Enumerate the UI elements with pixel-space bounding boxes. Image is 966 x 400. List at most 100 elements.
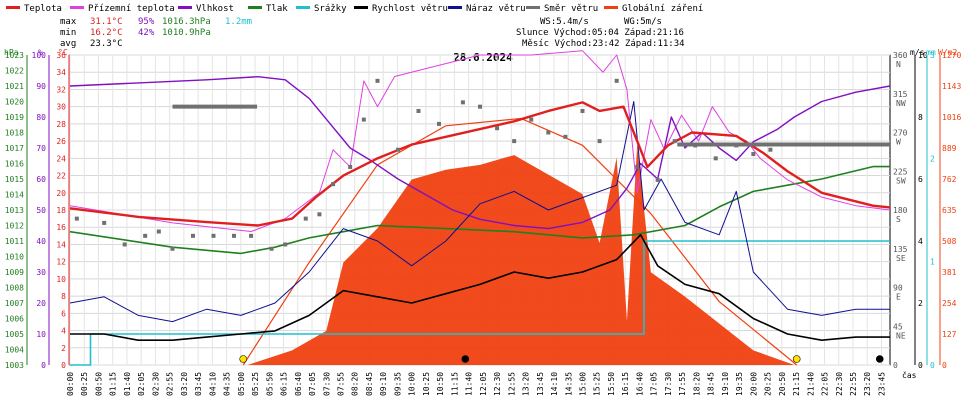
tick-label: 28 [56, 120, 66, 129]
stat-max-label: max [60, 17, 77, 27]
tick-label: 50 [36, 206, 46, 215]
wind-direction-point [74, 216, 79, 221]
x-tick-label: 00:25 [80, 372, 89, 396]
x-tick-label: 15:50 [607, 372, 616, 396]
wind-direction-point [478, 104, 482, 109]
x-tick-label: 21:40 [806, 372, 815, 396]
x-tick-label: 18:45 [707, 372, 716, 396]
legend-label: Směr větru [544, 4, 598, 14]
stat-rain: 1.2mm [225, 17, 252, 27]
tick-label: W [896, 138, 901, 147]
tick-label: 40 [36, 237, 46, 246]
x-tick-label: 12:55 [507, 372, 516, 396]
x-tick-label: 23:20 [863, 372, 872, 396]
tick-label: 1014 [5, 191, 24, 200]
x-tick-label: 14:10 [550, 372, 559, 396]
axis-label: % [38, 48, 43, 57]
x-tick-label: 03:45 [194, 372, 203, 396]
tick-label: 3 [930, 51, 935, 60]
solar-radiation-area [247, 145, 795, 365]
tick-label: 889 [942, 144, 957, 153]
legend-swatch [354, 6, 368, 9]
x-tick-label: 20:00 [749, 372, 758, 396]
x-tick-label: 10:25 [422, 372, 431, 396]
x-tick-label: 09:35 [393, 372, 402, 396]
axis-label: W/m2 [938, 48, 957, 57]
tick-label: 0 [918, 361, 923, 370]
tick-label: 1008 [5, 284, 24, 293]
tick-label: 20 [56, 189, 66, 198]
tick-label: 1016 [5, 160, 24, 169]
legend-label: Globální záření [622, 4, 703, 14]
x-tick-label: 20:50 [778, 372, 787, 396]
tick-label: 34 [56, 68, 66, 77]
tick-label: NE [896, 331, 906, 340]
legend-swatch [178, 6, 192, 9]
tick-label: 762 [942, 175, 957, 184]
wind-direction-point [655, 177, 660, 182]
wind-direction-point [102, 220, 107, 225]
tick-label: 1010 [5, 253, 24, 262]
wind-direction-point [122, 242, 127, 247]
wind-direction-point [495, 126, 500, 131]
chart-legend: Teplota Přízemní teplota Vlhkost Tlak Srážky… [6, 4, 703, 14]
wind-direction-point [635, 164, 640, 169]
tick-label: 1007 [5, 299, 24, 308]
tick-label: 1019 [5, 113, 24, 122]
x-tick-label: 17:05 [650, 372, 659, 396]
wind-direction-point [512, 139, 517, 144]
x-tick-label: 16:40 [635, 372, 644, 396]
legend-swatch [526, 6, 540, 9]
wind-direction-point [143, 233, 148, 238]
wind-direction-point [249, 233, 254, 238]
x-tick-label: 22:55 [849, 372, 858, 396]
x-tick-label: 01:40 [123, 372, 132, 396]
wind-direction-point [348, 164, 353, 169]
wind-direction-point [269, 246, 274, 251]
x-tick-label: 05:25 [251, 372, 260, 396]
axis-label: hPa [4, 48, 19, 57]
tick-label: 225 [893, 167, 908, 176]
tick-label: 1013 [5, 206, 24, 215]
tick-label: SE [896, 254, 906, 263]
tick-label: 4 [61, 327, 66, 336]
tick-label: 1017 [5, 144, 24, 153]
legend-label: Přízemní teplota [88, 4, 175, 14]
tick-label: 180 [893, 206, 908, 215]
wind-direction-point [751, 152, 756, 157]
wind-direction-point [460, 100, 465, 105]
tick-label: 45 [893, 322, 903, 331]
x-tick-label: 10:50 [436, 372, 445, 396]
x-tick-label: 08:20 [351, 372, 360, 396]
tick-label: NW [896, 99, 906, 108]
tick-label: 90 [893, 284, 903, 293]
tick-label: S [896, 215, 901, 224]
wind-direction-point [156, 229, 161, 234]
x-tick-label: 09:10 [379, 372, 388, 396]
tick-label: 360 [893, 51, 908, 60]
x-tick-label: 21:15 [792, 372, 801, 396]
wind-direction-point [317, 212, 322, 217]
x-tick-label: 10:00 [408, 372, 417, 396]
wind-direction-point [361, 117, 366, 122]
tick-label: 14 [56, 240, 66, 249]
tick-label: 8 [918, 113, 923, 122]
stat-press-max: 1016.3hPa [162, 17, 211, 27]
tick-label: 60 [36, 175, 46, 184]
sun-moon-info: WS:5.4m/s WG:5m/s Slunce Východ:05:04 Zá… [516, 17, 685, 49]
tick-label: 1011 [5, 237, 24, 246]
x-tick-label: 07:05 [308, 372, 317, 396]
series-line-vlhkost [69, 76, 891, 230]
tick-label: 10 [56, 275, 66, 284]
tick-label: 10 [36, 330, 46, 339]
tick-label: 2 [61, 344, 66, 353]
legend-label: Vlhkost [196, 4, 234, 14]
tick-label: 1005 [5, 330, 24, 339]
wind-direction-point [437, 121, 441, 126]
tick-label: SW [896, 176, 906, 185]
axis-label: mm [926, 48, 936, 57]
tick-label: 100 [32, 51, 47, 60]
sun-times: Slunce Východ:05:04 Západ:21:16 [516, 28, 684, 38]
legend-swatch [448, 6, 462, 9]
tick-label: 315 [893, 90, 908, 99]
